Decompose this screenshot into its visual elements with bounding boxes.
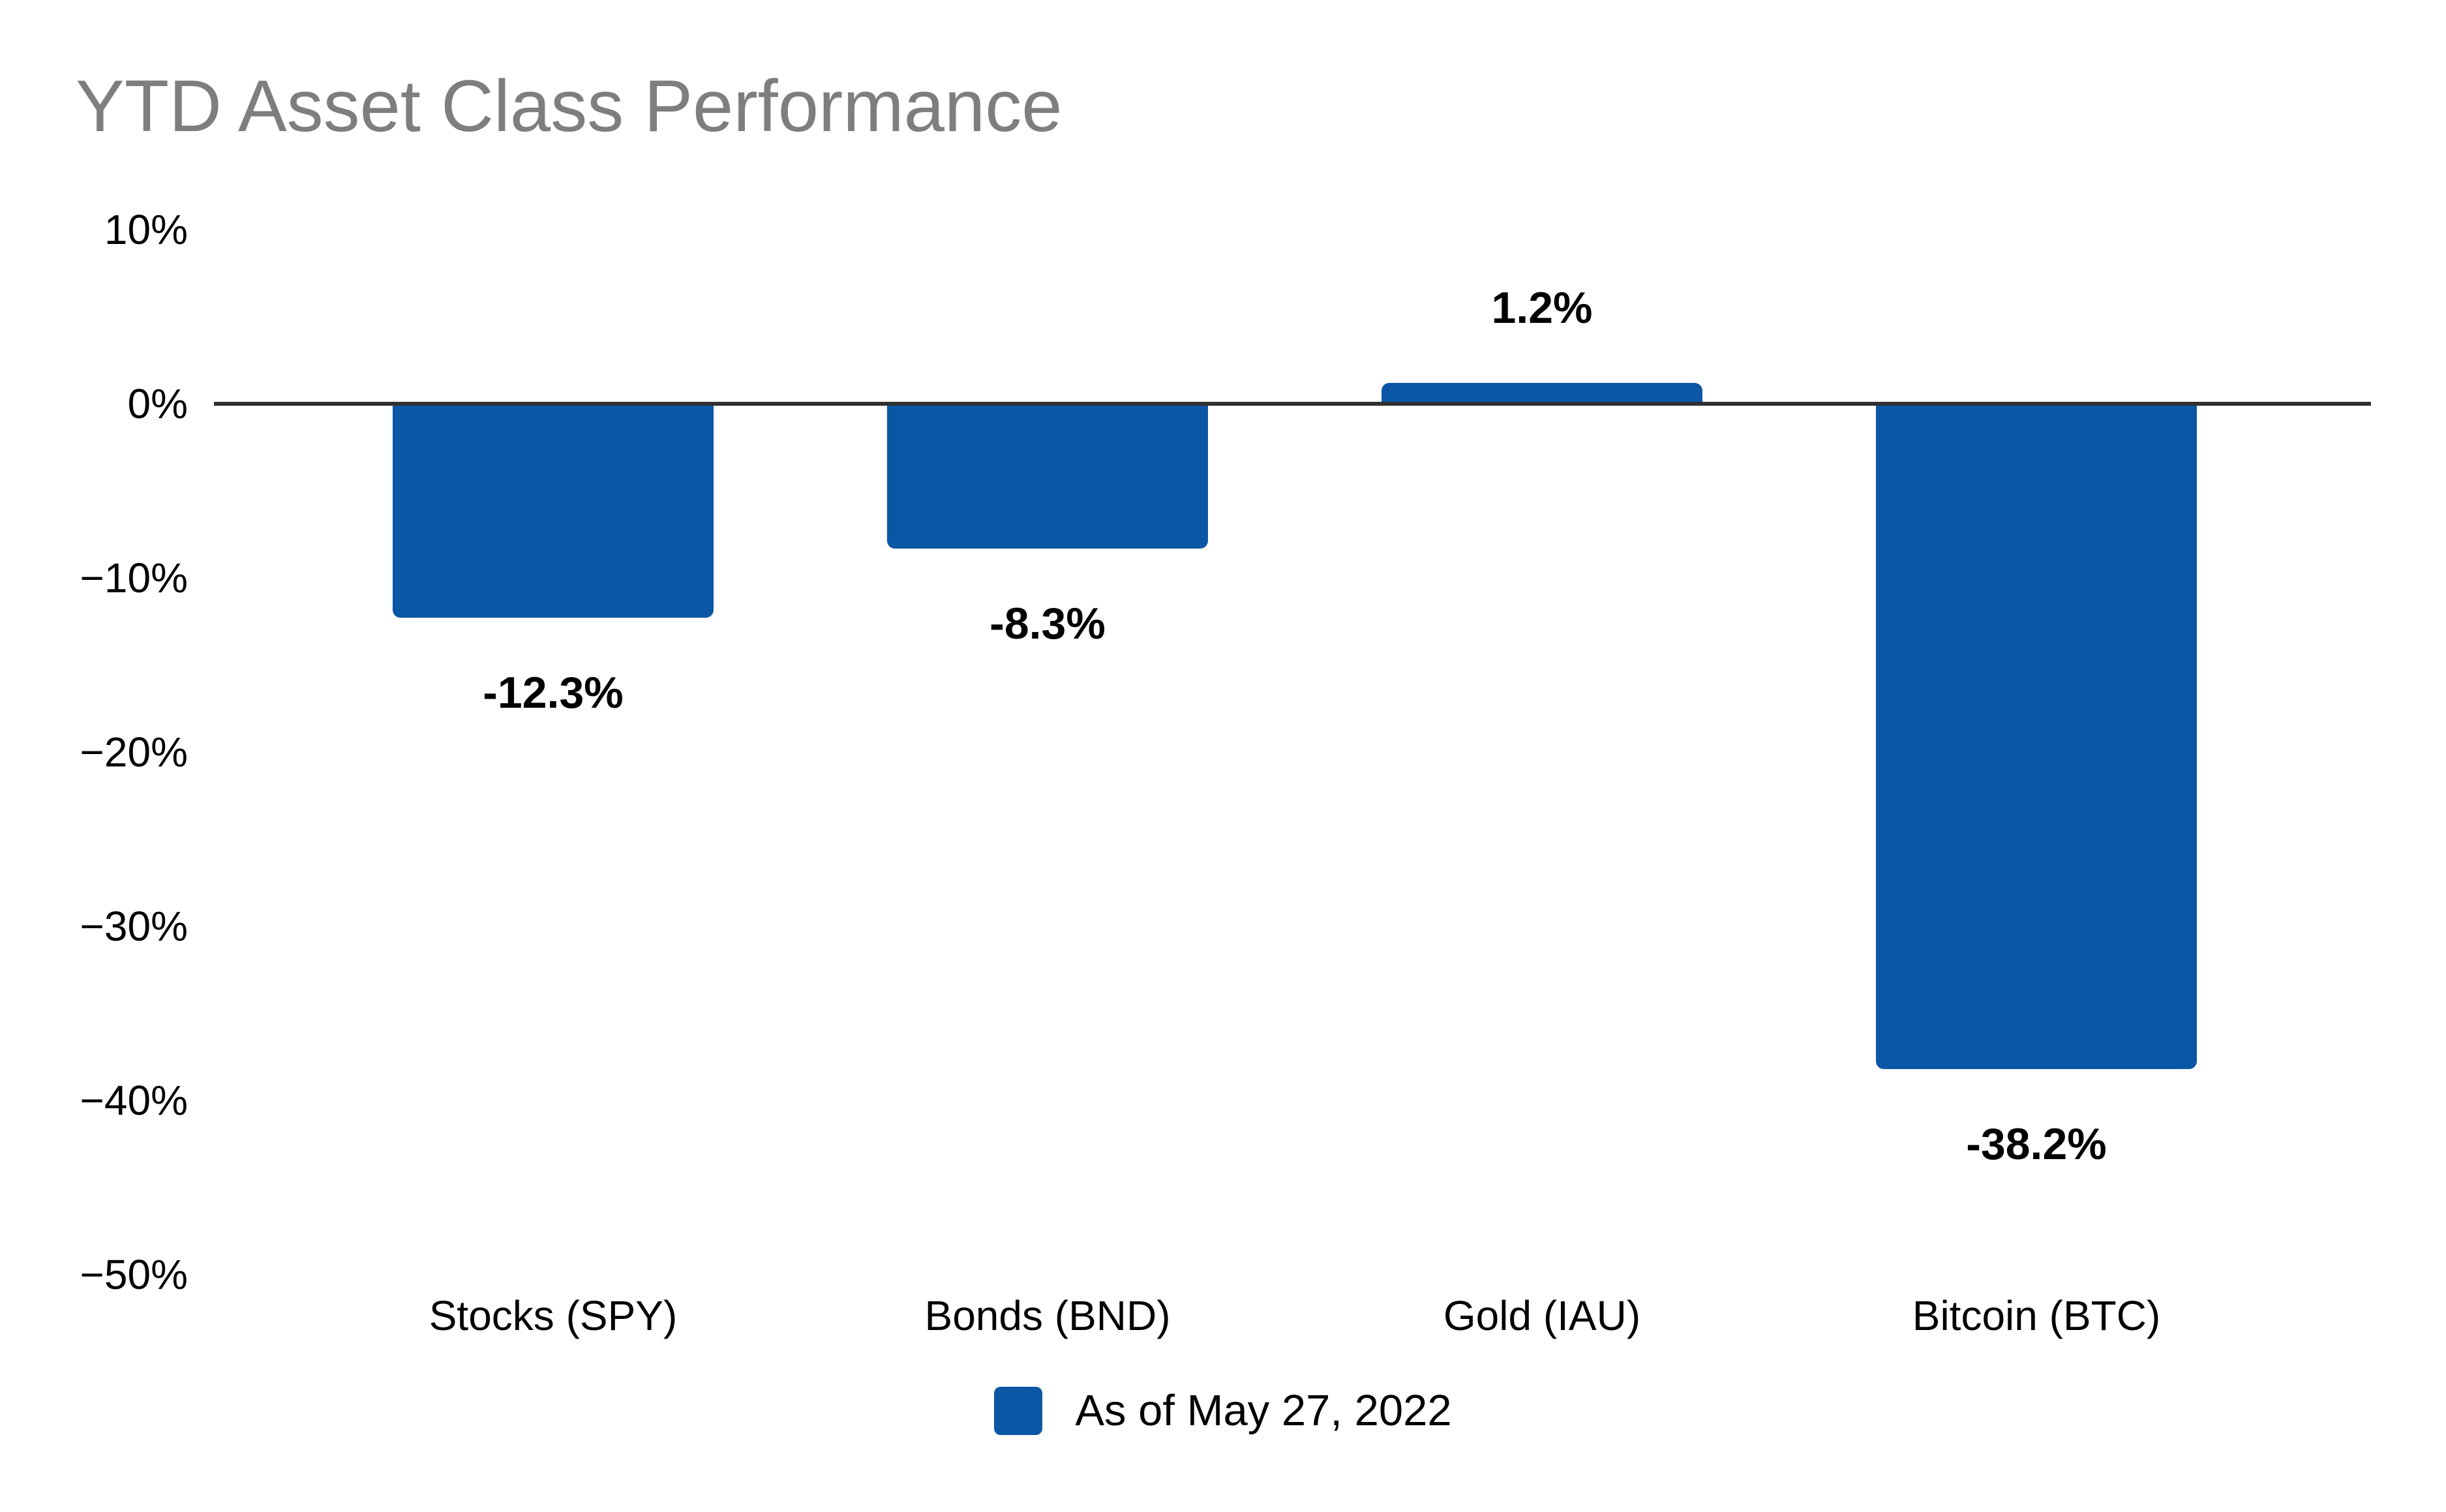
bar-value-label: -8.3% (989, 598, 1106, 648)
category-label: Gold (IAU) (1443, 1292, 1641, 1339)
bar-value-label: -12.3% (483, 668, 624, 718)
chart-title: YTD Asset Class Performance (76, 65, 1063, 147)
y-tick-label: 0% (127, 380, 189, 427)
y-tick-label: −40% (80, 1077, 188, 1124)
zero-axis-line (214, 402, 2371, 406)
legend: As of May 27, 2022 (0, 1387, 2446, 1435)
bar (1382, 382, 1702, 404)
legend-swatch (994, 1387, 1043, 1435)
bar-value-label: 1.2% (1491, 282, 1593, 333)
y-tick-label: −50% (80, 1251, 188, 1298)
bar-value-label: -38.2% (1966, 1119, 2107, 1169)
category-label: Stocks (SPY) (429, 1292, 678, 1339)
legend-label: As of May 27, 2022 (1075, 1386, 1452, 1435)
category-label: Bonds (BND) (924, 1292, 1171, 1339)
bar (887, 404, 1208, 549)
bar (1876, 404, 2197, 1069)
y-tick-label: −10% (80, 554, 188, 601)
y-tick-label: −30% (80, 903, 188, 950)
bar (393, 404, 714, 618)
y-tick-label: −20% (80, 729, 188, 776)
y-tick-label: 10% (104, 206, 188, 253)
category-label: Bitcoin (BTC) (1912, 1292, 2161, 1339)
